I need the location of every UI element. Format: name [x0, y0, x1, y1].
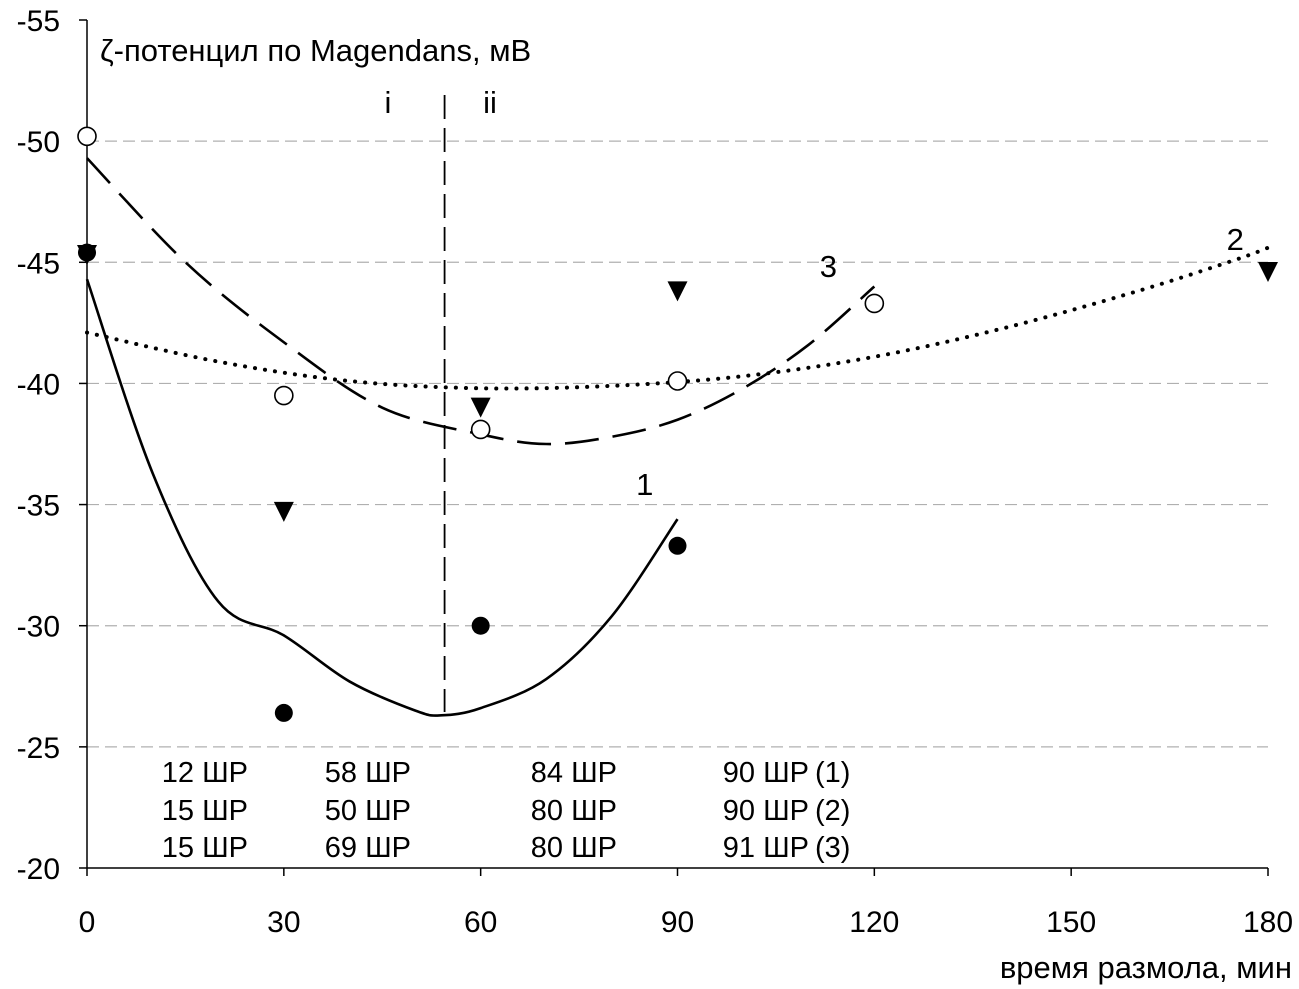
- table-cell: 90 ШР: [723, 757, 809, 789]
- y-tick-label: -30: [17, 611, 60, 644]
- tick-labels: -20 -25 -30 -35 -40 -45 -50 -55 0 30 60 90 120 150 180: [17, 5, 1293, 939]
- x-axis-label: время размола, мин: [1000, 950, 1292, 985]
- x-tick-label: 150: [1046, 906, 1096, 939]
- data-markers: [77, 126, 1278, 722]
- point-series-2: [77, 245, 97, 266]
- trend-curve-series-2: [85, 245, 1270, 391]
- chart-title: ζ-потенцил по Magendans, мВ: [100, 33, 531, 68]
- table-cell: 50 ШР: [325, 795, 411, 827]
- point-series-3: [864, 293, 885, 314]
- point-series-3: [470, 419, 491, 440]
- axes: [79, 19, 1269, 876]
- annotation-table: 12 ШР 58 ШР 84 ШР 90 ШР (1) 15 ШР 50 ШР 80 ШР 90…: [162, 757, 851, 864]
- y-tick-label: -20: [17, 853, 60, 886]
- y-tick-label: -40: [17, 368, 60, 401]
- x-tick-label: 30: [267, 906, 300, 939]
- table-row-tag: (1): [815, 757, 850, 789]
- point-series-2: [667, 281, 688, 302]
- series-number-labels: 1 2 3: [636, 222, 1244, 502]
- x-tick-label: 0: [79, 906, 96, 939]
- point-series-1: [274, 703, 293, 722]
- point-series-2: [470, 397, 491, 418]
- x-tick-label: 90: [661, 906, 694, 939]
- series-label: 2: [1227, 222, 1244, 257]
- y-tick-label: -50: [17, 126, 60, 159]
- table-cell: 15 ШР: [162, 832, 248, 864]
- point-series-1: [471, 616, 490, 635]
- point-series-3: [77, 126, 97, 147]
- chart-labels: ζ-потенцил по Magendans, мВ время размол…: [100, 33, 1292, 985]
- table-cell: 91 ШР: [723, 832, 809, 864]
- region-label-i: i: [385, 85, 392, 120]
- x-tick-label: 60: [464, 906, 497, 939]
- point-series-2: [1258, 261, 1278, 282]
- table-row-tag: (2): [815, 795, 850, 827]
- trend-curve-series-1: [85, 278, 679, 717]
- trend-curves: [85, 157, 1270, 717]
- table-cell: 58 ШР: [325, 757, 411, 789]
- point-series-3: [667, 371, 688, 391]
- region-label-ii: ii: [483, 85, 497, 120]
- table-cell: 12 ШР: [162, 757, 248, 789]
- x-tick-label: 180: [1243, 906, 1293, 939]
- table-row-tag: (3): [815, 832, 850, 864]
- point-series-3: [274, 385, 294, 406]
- point-series-1: [668, 536, 687, 555]
- y-tick-label: -55: [17, 5, 60, 38]
- table-cell: 80 ШР: [531, 795, 617, 827]
- x-tick-label: 120: [849, 906, 899, 939]
- series-label: 1: [636, 467, 653, 502]
- table-cell: 15 ШР: [162, 795, 248, 827]
- table-cell: 80 ШР: [531, 832, 617, 864]
- gridlines: [87, 140, 1268, 748]
- point-series-2: [273, 501, 294, 522]
- y-tick-label: -35: [17, 490, 60, 523]
- trend-curve-series-3: [86, 157, 876, 446]
- table-cell: 84 ШР: [531, 757, 617, 789]
- table-cell: 69 ШР: [325, 832, 411, 864]
- y-tick-label: -45: [17, 247, 60, 280]
- series-label: 3: [820, 249, 837, 284]
- table-cell: 90 ШР: [723, 795, 809, 827]
- y-tick-label: -25: [17, 732, 60, 765]
